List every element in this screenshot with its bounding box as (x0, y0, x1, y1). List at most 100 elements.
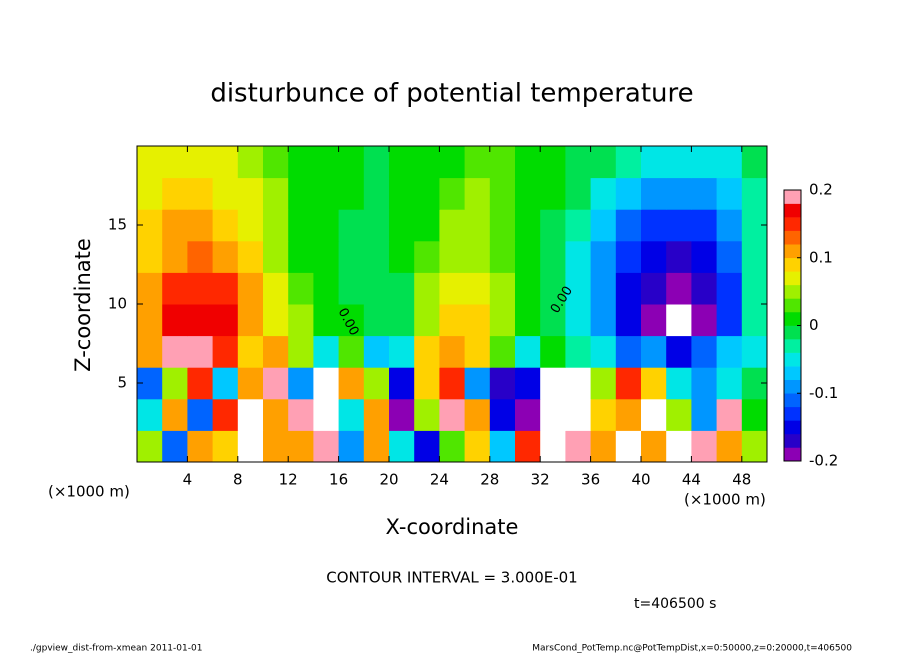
cell (212, 304, 239, 337)
cell (464, 272, 491, 305)
x-tick-label: 16 (329, 471, 348, 489)
cell (641, 304, 667, 337)
cell (741, 335, 768, 368)
cell (515, 272, 541, 305)
cell (237, 209, 264, 242)
cell (540, 335, 566, 368)
cell (666, 240, 692, 273)
cell (515, 367, 541, 400)
cell (515, 398, 541, 431)
footer-right: MarsCond_PotTemp.nc@PotTempDist,x=0:5000… (532, 644, 852, 654)
cell (641, 398, 667, 431)
cell (237, 398, 264, 431)
colorbar-band (784, 311, 801, 326)
cell (237, 367, 264, 400)
cell (615, 177, 642, 210)
cell (439, 367, 466, 400)
cell (615, 430, 642, 463)
cell (691, 335, 718, 368)
cell (691, 240, 718, 273)
y-unit: (×1000 m) (48, 483, 130, 501)
cell (237, 304, 264, 337)
x-unit: (×1000 m) (684, 491, 766, 509)
cell (666, 304, 692, 337)
cell (363, 240, 390, 273)
cell (414, 272, 440, 305)
cell (590, 335, 617, 368)
cell (691, 430, 718, 463)
cell (540, 240, 566, 273)
colorbar-band (784, 325, 801, 340)
x-tick-label: 24 (430, 471, 449, 489)
cell (212, 146, 239, 179)
cell (263, 240, 289, 273)
cell (741, 240, 768, 273)
cell (489, 272, 516, 305)
cell (414, 367, 440, 400)
cell (515, 430, 541, 463)
x-axis-label: X-coordinate (386, 515, 519, 539)
colorbar-band (784, 366, 801, 380)
cell (489, 398, 516, 431)
cell (691, 398, 718, 431)
cell (691, 209, 718, 242)
cell (363, 430, 390, 463)
cell (187, 430, 214, 463)
cell (288, 240, 314, 273)
cell (666, 367, 692, 400)
cell (363, 398, 390, 431)
cell (590, 304, 617, 337)
cell (615, 304, 642, 337)
cell (363, 146, 390, 179)
y-axis-label: Z-coordinate (71, 238, 95, 372)
cell (338, 177, 365, 210)
cell (540, 272, 566, 305)
cell (439, 146, 466, 179)
cell (716, 177, 743, 210)
cell (263, 335, 289, 368)
cell (489, 430, 516, 463)
footer-left: ./gpview_dist-from-xmean 2011-01-01 (30, 644, 202, 654)
colorbar-band (784, 271, 801, 286)
y-tick-label: 10 (108, 295, 127, 313)
x-tick-label: 20 (379, 471, 398, 489)
cell (489, 335, 516, 368)
cell (666, 209, 692, 242)
cell (464, 367, 491, 400)
cell (212, 335, 239, 368)
colorbar-tick-label: 0.1 (809, 248, 833, 266)
cell (414, 240, 440, 273)
colorbar-band (784, 190, 801, 204)
cell (565, 146, 592, 179)
cell (313, 335, 340, 368)
cell (212, 240, 239, 273)
cell (187, 209, 214, 242)
contour-interval: CONTOUR INTERVAL = 3.000E-01 (326, 569, 577, 587)
cell (313, 272, 340, 305)
colorbar-band (784, 217, 801, 231)
cell (666, 146, 692, 179)
x-tick-label: 44 (682, 471, 701, 489)
cell (666, 335, 692, 368)
cell (641, 209, 667, 242)
cell (212, 398, 239, 431)
cell (414, 398, 440, 431)
cell (338, 272, 365, 305)
cell (540, 209, 566, 242)
cell (641, 367, 667, 400)
cell (515, 335, 541, 368)
cell (187, 335, 214, 368)
colorbar-band (784, 203, 801, 218)
cell (565, 209, 592, 242)
cell (414, 177, 440, 210)
cell (590, 240, 617, 273)
cell (464, 398, 491, 431)
cell (263, 430, 289, 463)
cell (162, 367, 188, 400)
cell (716, 367, 743, 400)
cell (313, 304, 340, 337)
cell (716, 304, 743, 337)
cell (565, 177, 592, 210)
cell (389, 240, 415, 273)
cell (615, 272, 642, 305)
